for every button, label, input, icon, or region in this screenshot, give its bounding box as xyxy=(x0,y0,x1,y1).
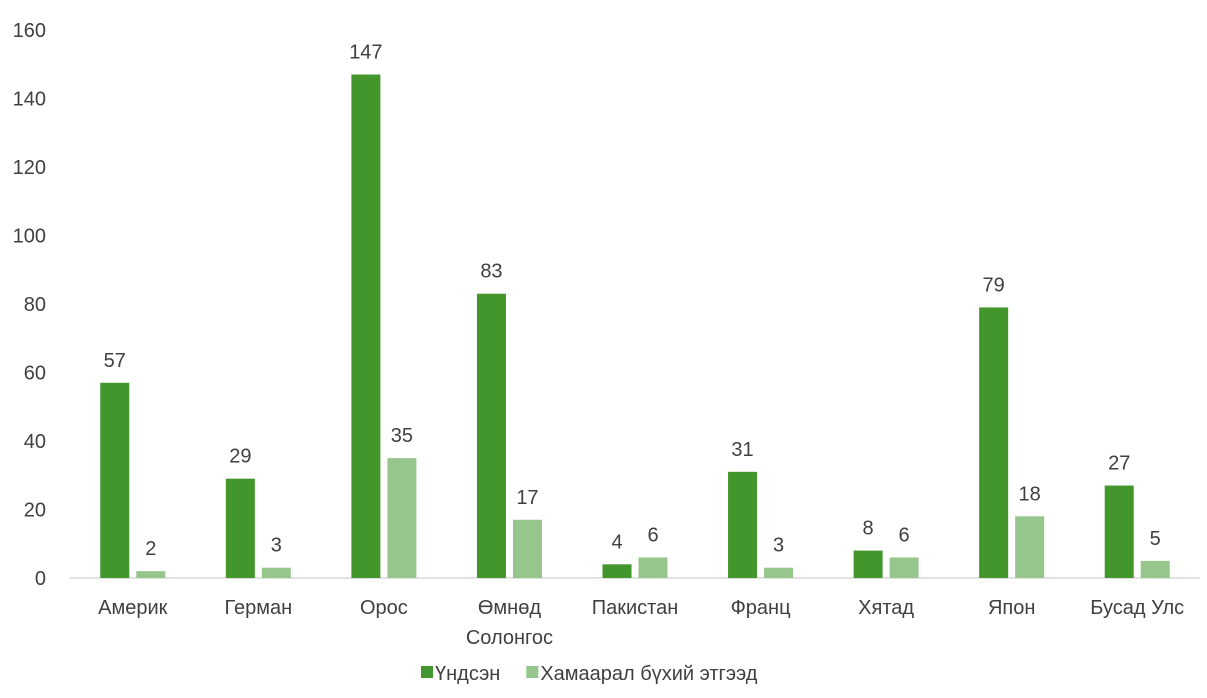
y-tick-label: 0 xyxy=(35,568,46,590)
data-label: 147 xyxy=(349,42,382,64)
bar-related-4 xyxy=(638,557,668,578)
y-tick-label: 20 xyxy=(24,500,46,522)
y-tick-label: 60 xyxy=(24,363,46,385)
bar-primary-0 xyxy=(100,382,130,578)
category-label: Хятад xyxy=(858,597,914,619)
data-label: 35 xyxy=(391,425,413,447)
bar-related-8 xyxy=(1140,560,1170,578)
category-label: Пакистан xyxy=(592,597,679,619)
legend-swatch xyxy=(421,666,433,678)
data-label: 6 xyxy=(647,524,658,546)
y-tick-label: 140 xyxy=(13,89,46,111)
data-label: 3 xyxy=(271,535,282,557)
category-label: Америк xyxy=(98,597,168,619)
y-tick-label: 100 xyxy=(13,226,46,248)
bar-primary-7 xyxy=(979,307,1009,578)
y-tick-label: 80 xyxy=(24,294,46,316)
bar-related-0 xyxy=(136,571,166,578)
legend: Үндсэн Хамаарал бүхий этгээд xyxy=(421,663,758,685)
data-label: 6 xyxy=(899,524,910,546)
category-label: Франц xyxy=(731,597,791,619)
data-label: 29 xyxy=(229,446,251,468)
bar-related-5 xyxy=(764,567,794,578)
bar-related-2 xyxy=(387,458,417,578)
legend-label: Үндсэн xyxy=(435,663,500,685)
bar-primary-3 xyxy=(476,293,506,578)
data-label: 2 xyxy=(145,538,156,560)
data-label: 17 xyxy=(516,487,538,509)
category-label: Герман xyxy=(225,597,293,619)
y-tick-label: 120 xyxy=(13,157,46,179)
bar-primary-8 xyxy=(1104,485,1134,578)
category-label: Япон xyxy=(988,597,1035,619)
category-label: Орос xyxy=(360,597,408,619)
data-label: 8 xyxy=(863,518,874,540)
bar-primary-6 xyxy=(853,550,883,578)
bars xyxy=(100,74,1170,579)
y-tick-label: 160 xyxy=(13,20,46,42)
data-label: 3 xyxy=(773,535,784,557)
data-label: 27 xyxy=(1108,453,1130,475)
data-label: 83 xyxy=(480,261,502,283)
category-label: Өмнөд Солонгос xyxy=(466,597,553,649)
data-label: 31 xyxy=(731,439,753,461)
data-label: 5 xyxy=(1150,528,1161,550)
data-labels: 57 2 29 3 147 35 83 17 4 6 31 3 8 6 79 18 27 5 xyxy=(104,42,1161,561)
category-label: Бусад Улс xyxy=(1090,597,1184,619)
bar-primary-2 xyxy=(351,74,381,579)
legend-swatch xyxy=(526,666,539,678)
y-tick-label: 40 xyxy=(24,431,46,453)
legend-label: Хамаарал бүхий этгээд xyxy=(540,663,757,685)
bar-related-7 xyxy=(1015,516,1045,578)
category-labels: Америк Герман Орос Өмнөд Солонгос Пакистан Фра… xyxy=(98,597,1184,649)
bar-primary-1 xyxy=(225,478,255,578)
data-label: 57 xyxy=(104,350,126,372)
data-label: 18 xyxy=(1019,483,1041,505)
y-axis-ticks: 0 20 40 60 80 100 120 140 160 xyxy=(13,20,46,590)
data-label: 79 xyxy=(983,274,1005,296)
bar-related-1 xyxy=(261,567,291,578)
bar-primary-4 xyxy=(602,564,632,578)
bar-related-6 xyxy=(889,557,919,578)
bar-primary-5 xyxy=(728,471,758,578)
bar-related-3 xyxy=(512,519,542,578)
data-label: 4 xyxy=(611,531,622,553)
